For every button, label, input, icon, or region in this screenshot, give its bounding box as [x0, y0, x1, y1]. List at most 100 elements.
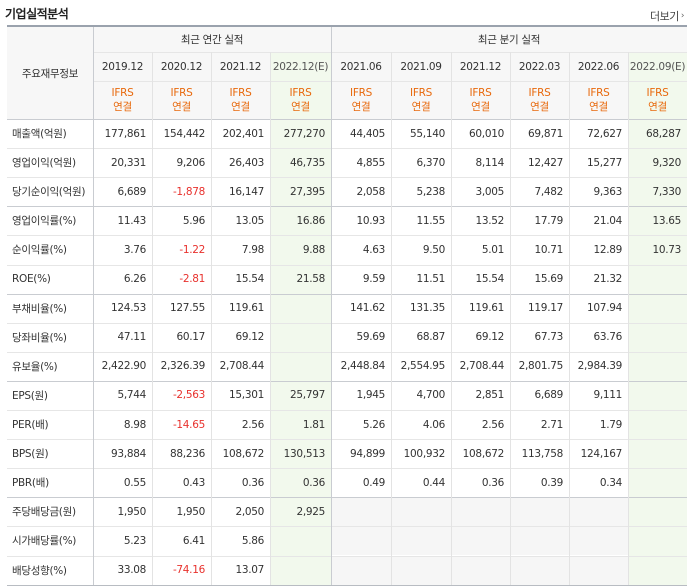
value-cell: 69.12 [235, 331, 264, 344]
row-divider [7, 526, 687, 527]
value-cell: 7.98 [241, 243, 264, 256]
value-cell: 13.05 [235, 214, 264, 227]
ifrs-text: IFRS [111, 87, 134, 99]
empty-cell [569, 526, 628, 556]
value-cell: -14.65 [172, 418, 205, 431]
value-cell: 108,672 [222, 447, 265, 460]
column-divider [152, 52, 153, 585]
row-label: 영업이익률(%) [12, 215, 77, 228]
value-cell: 60,010 [469, 127, 504, 140]
value-cell: 20,331 [111, 156, 146, 169]
ifrs-text: IFRS [587, 87, 610, 99]
more-link[interactable]: 더보기 › [650, 8, 685, 24]
value-cell: 16,147 [229, 185, 264, 198]
value-cell: 6,689 [534, 389, 563, 402]
value-cell: 68.87 [416, 331, 445, 344]
ifrs-basis-label: IFRS 연결 [628, 81, 687, 119]
value-cell: 12.89 [593, 243, 622, 256]
value-cell [628, 381, 687, 410]
ifrs-basis-label: IFRS 연결 [93, 81, 152, 119]
row-label: 유보율(%) [12, 360, 58, 373]
section-title: 기업실적분석 [5, 7, 69, 21]
ifrs-basis-label: IFRS 연결 [510, 81, 569, 119]
value-cell: 2,058 [356, 185, 385, 198]
period-header: 2020.12 [160, 60, 203, 73]
ifrs-text: IFRS [528, 87, 551, 99]
value-cell: 108,672 [462, 447, 505, 460]
value-cell: 0.36 [302, 476, 325, 489]
row-label: 순이익률(%) [12, 244, 67, 257]
value-cell: 15,277 [587, 156, 622, 169]
value-cell: 119.17 [528, 302, 563, 315]
value-cell: 2,851 [475, 389, 504, 402]
consolidated-text: 연결 [172, 101, 191, 113]
value-cell: 2,050 [235, 505, 264, 518]
value-cell: 0.55 [123, 476, 146, 489]
value-cell [331, 497, 391, 526]
value-cell [569, 497, 628, 526]
header-bottom-line [7, 119, 687, 120]
value-cell: 46,735 [290, 156, 325, 169]
value-cell [628, 352, 687, 381]
value-cell: 8,114 [475, 156, 504, 169]
value-cell: 2.56 [241, 418, 264, 431]
value-cell: 124.53 [111, 302, 146, 315]
value-cell [569, 526, 628, 555]
value-cell: 0.39 [540, 476, 563, 489]
value-cell: 119.61 [229, 302, 264, 315]
value-cell [628, 468, 687, 497]
row-label: 배당성향(%) [12, 564, 67, 577]
value-cell: -2,563 [172, 389, 205, 402]
value-cell: 5.23 [123, 534, 146, 547]
value-cell: 13.52 [475, 214, 504, 227]
value-cell [270, 556, 331, 585]
value-cell: 2,925 [296, 505, 325, 518]
column-divider [569, 52, 570, 585]
value-cell: 11.55 [416, 214, 445, 227]
value-cell: 9.88 [302, 243, 325, 256]
value-cell: 154,442 [163, 127, 206, 140]
ifrs-basis-label: IFRS 연결 [391, 81, 451, 119]
value-cell: 7,482 [534, 185, 563, 198]
column-divider [331, 27, 332, 585]
value-cell [628, 526, 687, 555]
empty-cell [391, 555, 451, 585]
value-cell [628, 497, 687, 526]
value-cell [628, 323, 687, 352]
value-cell [628, 294, 687, 323]
value-cell: 9,111 [593, 389, 622, 402]
value-cell: 47.11 [117, 331, 146, 344]
row-divider [7, 556, 687, 557]
value-cell [569, 556, 628, 585]
value-cell: 4,700 [416, 389, 445, 402]
value-cell [510, 556, 569, 585]
estimate-column-bg [270, 52, 331, 585]
period-header: 2021.12 [219, 60, 262, 73]
row-divider [7, 352, 687, 353]
value-cell: 1.79 [599, 418, 622, 431]
value-cell [331, 556, 391, 585]
value-cell: 2,448.84 [340, 360, 386, 373]
empty-cell [510, 526, 569, 556]
value-cell: 27,395 [290, 185, 325, 198]
column-divider [93, 27, 94, 585]
period-header: 2021.09 [400, 60, 442, 73]
column-divider [270, 52, 271, 585]
value-cell: 12,427 [528, 156, 563, 169]
empty-cell [331, 497, 391, 527]
empty-cell [391, 526, 451, 556]
row-label: BPS(원) [12, 448, 49, 461]
value-cell [270, 352, 331, 381]
group-header-quarterly: 최근 분기 실적 [477, 34, 541, 46]
more-label: 더보기 [650, 10, 679, 23]
value-cell: 127.55 [170, 302, 205, 315]
empty-cell [451, 555, 510, 585]
value-cell: 0.34 [599, 476, 622, 489]
value-cell: 13.07 [235, 564, 264, 577]
row-divider [7, 265, 687, 266]
value-cell: 2,984.39 [577, 360, 623, 373]
ifrs-text: IFRS [469, 87, 492, 99]
ifrs-text: IFRS [410, 87, 432, 99]
table-bottom-line [7, 584, 687, 586]
value-cell: 177,861 [104, 127, 147, 140]
